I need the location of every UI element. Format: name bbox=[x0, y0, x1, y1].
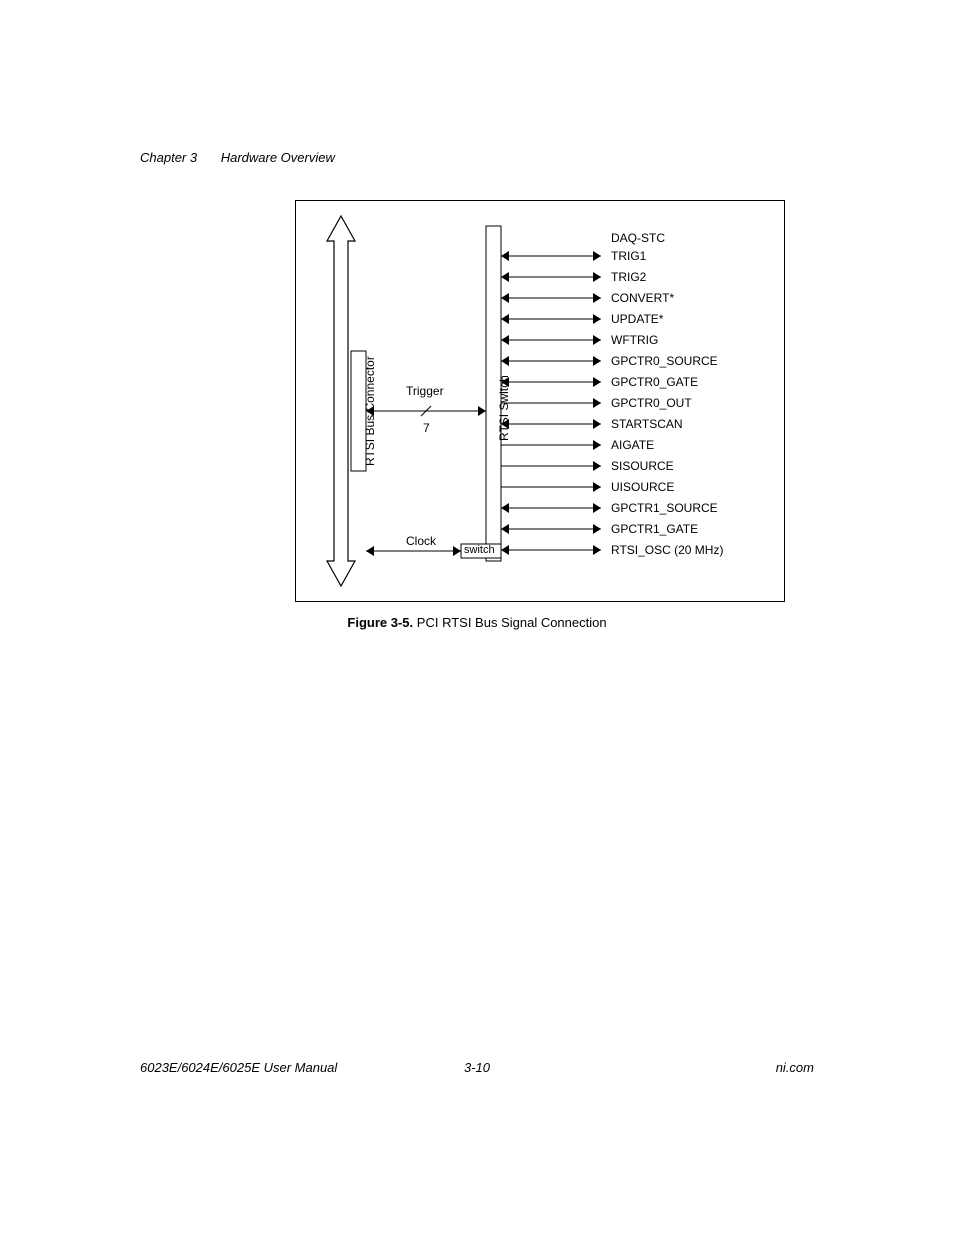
signal-label: SISOURCE bbox=[611, 459, 674, 473]
signal-label: UISOURCE bbox=[611, 480, 674, 494]
signal-label: RTSI_OSC (20 MHz) bbox=[611, 543, 723, 557]
signal-label: STARTSCAN bbox=[611, 417, 683, 431]
signal-label: AIGATE bbox=[611, 438, 654, 452]
rtsi-bus-connector-label: RTSI Bus Connector bbox=[363, 356, 377, 466]
trigger-count-label: 7 bbox=[423, 421, 430, 435]
trigger-label: Trigger bbox=[406, 384, 444, 398]
signal-label: UPDATE* bbox=[611, 312, 663, 326]
signal-label: GPCTR0_OUT bbox=[611, 396, 692, 410]
signal-label: GPCTR1_SOURCE bbox=[611, 501, 718, 515]
clock-label: Clock bbox=[406, 534, 436, 548]
signal-label: TRIG2 bbox=[611, 270, 646, 284]
figure-title: PCI RTSI Bus Signal Connection bbox=[417, 615, 607, 630]
chapter-title: Hardware Overview bbox=[221, 150, 335, 165]
figure-caption: Figure 3-5. PCI RTSI Bus Signal Connecti… bbox=[0, 615, 954, 630]
diagram-frame: RTSI Bus Connector RTSI Switch Trigger 7… bbox=[295, 200, 785, 602]
page-header: Chapter 3 Hardware Overview bbox=[140, 150, 335, 165]
signal-label: GPCTR0_SOURCE bbox=[611, 354, 718, 368]
chapter-ref: Chapter 3 bbox=[140, 150, 197, 165]
figure-number: Figure 3-5. bbox=[347, 615, 413, 630]
signal-label: GPCTR0_GATE bbox=[611, 375, 698, 389]
signal-label: GPCTR1_GATE bbox=[611, 522, 698, 536]
switch-box-label: switch bbox=[464, 544, 495, 556]
footer-site: ni.com bbox=[776, 1060, 814, 1075]
daq-stc-label: DAQ-STC bbox=[611, 231, 665, 245]
signal-label: WFTRIG bbox=[611, 333, 658, 347]
rtsi-switch-label: RTSI Switch bbox=[497, 375, 511, 441]
signal-label: TRIG1 bbox=[611, 249, 646, 263]
signal-label: CONVERT* bbox=[611, 291, 674, 305]
